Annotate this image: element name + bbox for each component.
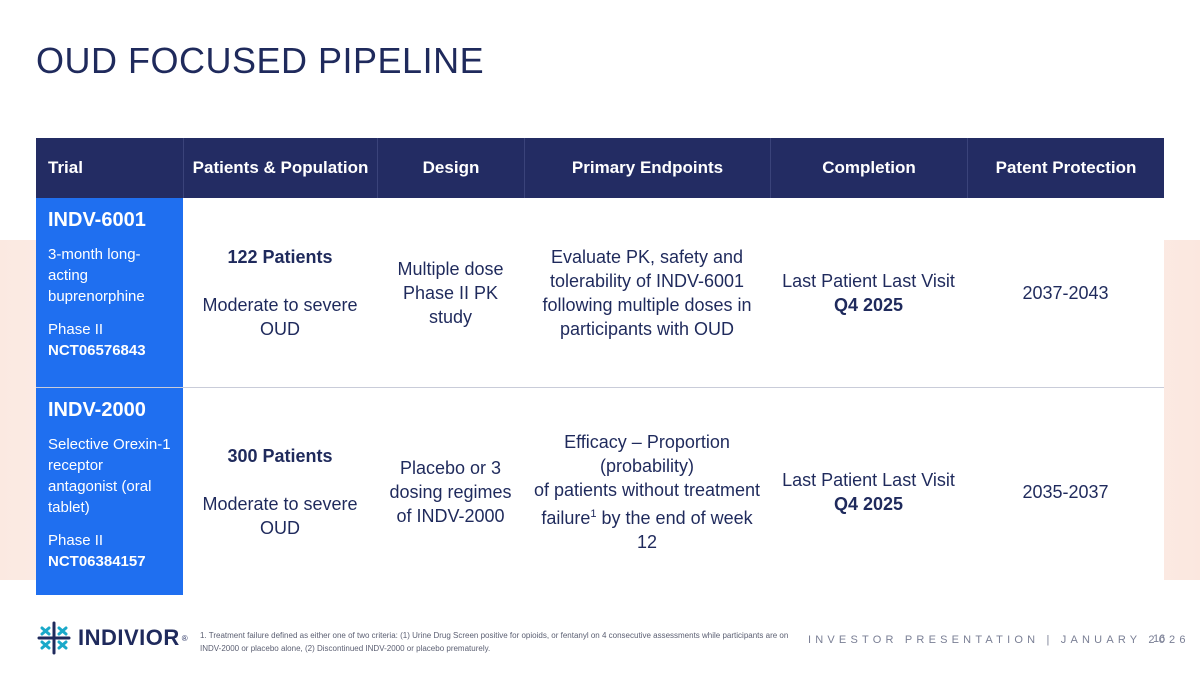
trial-cell: INDV-2000 Selective Orexin-1 receptor an…	[36, 388, 183, 595]
patent-years: 2037-2043	[1022, 282, 1109, 303]
population: Moderate to severe OUD	[202, 294, 358, 339]
header-patients: Patients & Population	[183, 138, 377, 198]
header-design: Design	[377, 138, 524, 198]
endpoint-cell: Efficacy – Proportion (probability) of p…	[524, 388, 770, 595]
trial-name: INDV-6001	[48, 209, 146, 231]
trial-name: INDV-2000	[48, 399, 146, 421]
page-number: 16	[1153, 633, 1166, 645]
pipeline-table: Trial Patients & Population Design Prima…	[36, 138, 1164, 595]
design-cell: Placebo or 3 dosing regimes of INDV-2000	[377, 388, 524, 595]
trial-phase: Phase II	[48, 321, 104, 338]
header-trial: Trial	[48, 158, 83, 177]
design-cell: Multiple dose Phase II PK study	[377, 198, 524, 387]
patent-cell: 2037-2043	[967, 198, 1164, 387]
trial-cell: INDV-6001 3-month long-acting buprenorph…	[36, 198, 183, 387]
table-row: INDV-2000 Selective Orexin-1 receptor an…	[36, 387, 1164, 595]
header-completion: Completion	[770, 138, 967, 198]
endpoint-text: Evaluate PK, safety and tolerability of …	[542, 246, 752, 339]
header-endpoints: Primary Endpoints	[524, 138, 770, 198]
trial-description: 3-month long-acting buprenorphine	[48, 246, 145, 305]
completion-label: Last Patient Last Visit	[782, 469, 955, 490]
completion-cell: Last Patient Last Visit Q4 2025	[770, 388, 967, 595]
completion-label: Last Patient Last Visit	[782, 270, 955, 291]
table-header: Trial Patients & Population Design Prima…	[36, 138, 1164, 198]
patients-cell: 122 Patients Moderate to severe OUD	[183, 198, 377, 387]
patent-years: 2035-2037	[1022, 481, 1109, 502]
indivior-logo: INDIVIOR ®	[36, 620, 188, 656]
design-text: Placebo or 3 dosing regimes of INDV-2000	[389, 457, 512, 526]
table-row: INDV-6001 3-month long-acting buprenorph…	[36, 198, 1164, 387]
completion-date: Q4 2025	[833, 294, 904, 315]
completion-cell: Last Patient Last Visit Q4 2025	[770, 198, 967, 387]
page-title: OUD FOCUSED PIPELINE	[36, 40, 485, 81]
endpoint-text-line1: Efficacy – Proportion (probability)	[564, 431, 730, 476]
logo-text: INDIVIOR	[78, 625, 180, 650]
trial-nct: NCT06384157	[48, 553, 146, 570]
endpoint-cell: Evaluate PK, safety and tolerability of …	[524, 198, 770, 387]
patent-cell: 2035-2037	[967, 388, 1164, 595]
logo-registered-mark: ®	[181, 633, 188, 643]
trial-description: Selective Orexin-1 receptor antagonist (…	[48, 436, 171, 516]
footnote-marker: 1	[590, 507, 597, 520]
logo-mark-icon	[37, 621, 71, 655]
patients-cell: 300 Patients Moderate to severe OUD	[183, 388, 377, 595]
endpoint-text-line2: of patients without treatment failure1 b…	[533, 479, 761, 552]
patient-count: 122 Patients	[227, 246, 333, 267]
design-text: Multiple dose Phase II PK study	[397, 258, 504, 327]
trial-nct: NCT06576843	[48, 342, 146, 359]
presentation-label: INVESTOR PRESENTATION | JANUARY 2026	[808, 634, 1190, 646]
header-patent: Patent Protection	[967, 138, 1164, 198]
footnote: 1. Treatment failure defined as either o…	[200, 631, 789, 653]
patient-count: 300 Patients	[227, 445, 333, 466]
population: Moderate to severe OUD	[202, 493, 358, 538]
trial-phase: Phase II	[48, 532, 104, 549]
completion-date: Q4 2025	[833, 493, 904, 514]
